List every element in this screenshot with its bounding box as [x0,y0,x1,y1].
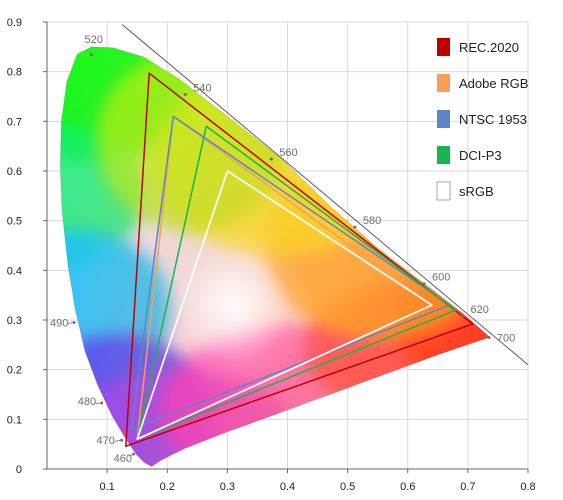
y-axis-tick-label: 0.2 [7,365,22,377]
wavelength-label: 480 [78,396,96,408]
white-point-glow [151,223,316,388]
purple-boundary-line [121,24,529,366]
y-axis-tick-label: 0.9 [7,17,22,29]
legend-label-adobe-rgb: Adobe RGB [459,76,528,91]
wavelength-marker-line [185,93,188,95]
wavelength-marker-line [89,51,92,55]
legend-swatch-adobe-rgb [437,74,450,92]
y-axis-tick-label: 0 [16,464,22,476]
legend-swatch-dci-p3 [437,146,450,164]
legend-label-rec-2020: REC.2020 [459,40,519,55]
wavelength-label: 470 [97,435,115,447]
wavelength-marker-line [423,282,427,285]
gamut-srgb [136,170,433,441]
wavelength-marker-line [488,337,492,339]
wavelength-marker-line [271,157,274,160]
wavelength-marker [353,225,357,229]
wavelength-label: 540 [193,83,211,95]
gamut-rec-2020 [125,72,474,447]
y-axis-tick-label: 0.1 [7,414,22,426]
wavelength-label: 620 [470,304,488,316]
wavelength-label: 460 [114,453,132,465]
gamut-dci-p3 [136,125,457,440]
wavelength-label: 580 [363,215,381,227]
x-axis-tick-label: 0.6 [400,481,415,493]
x-axis-tick-label: 0.4 [280,481,295,493]
y-axis-tick-label: 0.7 [7,116,22,128]
legend-swatch-srgb [436,181,451,201]
legend-label-dci-p3: DCI-P3 [459,148,502,163]
wavelength-marker-line [462,314,465,317]
legend-swatch-ntsc-1953 [437,110,450,128]
wavelength-marker [269,157,273,161]
y-axis-tick-label: 0.3 [7,315,22,327]
x-axis-tick-label: 0.1 [99,481,114,493]
gamut-triangles [125,72,474,447]
wavelength-marker-line [354,225,357,228]
legend-label-srgb: sRGB [459,184,494,199]
wavelength-labels: 460 470 480 490 520 540 560 580 600 620 700 [50,34,515,465]
wavelength-marker-line [115,439,122,442]
wavelength-label: 700 [497,332,515,344]
legend-label-ntsc-1953: NTSC 1953 [459,112,527,127]
wavelength-marker-line [67,322,75,324]
y-axis-tick-label: 0.4 [7,265,22,277]
x-axis-tick-label: 0.3 [220,481,235,493]
chart-legend: REC.2020 Adobe RGB NTSC 1953 DCI-P3 sRGB [436,38,528,201]
y-axis-tick-label: 0.6 [7,166,22,178]
wavelength-marker-line [128,453,134,457]
wavelength-label: 520 [84,34,102,46]
wavelength-marker-line [95,402,102,404]
wavelength-label: 490 [50,317,68,329]
x-axis-tick-label: 0.2 [160,481,175,493]
chart-axes: 0.1 0.2 0.3 0.4 0.5 0.6 0.7 0.8 0 0.1 0.2 0.3 0.4 0.5… [7,17,536,493]
gamut-ntsc-1953 [130,115,451,431]
y-axis-tick-label: 0.5 [7,216,22,228]
horseshoe-outline [59,46,490,468]
legend-swatch-rec-2020 [437,38,450,56]
x-axis-tick-label: 0.7 [460,481,475,493]
x-axis-tick-label: 0.8 [520,481,535,493]
x-axis-tick-label: 0.5 [340,481,355,493]
wavelength-label: 560 [279,147,297,159]
wavelength-label: 600 [432,272,450,284]
y-axis-tick-label: 0.8 [7,67,22,79]
